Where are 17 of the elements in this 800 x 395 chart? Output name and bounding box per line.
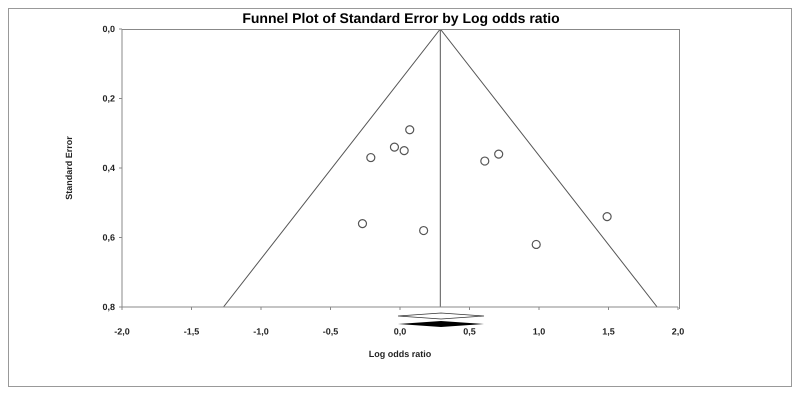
x-tick-label: -0,5 [322,326,338,336]
x-tick-label: -1,0 [253,326,269,336]
x-tick-label: -2,0 [114,326,130,336]
y-tick-label: 0,4 [102,163,115,174]
x-tick-label: 2,0 [672,326,684,336]
x-tick-label: -1,5 [184,326,200,336]
x-tick-label: 0,0 [394,326,406,336]
y-tick-label: 0,2 [102,94,115,104]
y-tick-label: 0,6 [102,232,115,243]
x-tick-label: 1,5 [602,326,615,336]
x-tick-label: 0,5 [463,326,476,336]
y-axis-title: Standard Error [64,136,74,200]
y-tick-label: 0,0 [102,24,115,34]
chart-title: Funnel Plot of Standard Error by Log odds ratio [241,10,561,26]
x-tick-label: 1,0 [532,326,546,336]
x-axis-title: Log odds ratio [368,349,432,359]
y-tick-label: 0,8 [102,302,115,312]
